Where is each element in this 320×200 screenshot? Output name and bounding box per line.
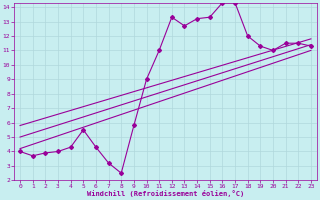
X-axis label: Windchill (Refroidissement éolien,°C): Windchill (Refroidissement éolien,°C) (87, 190, 244, 197)
